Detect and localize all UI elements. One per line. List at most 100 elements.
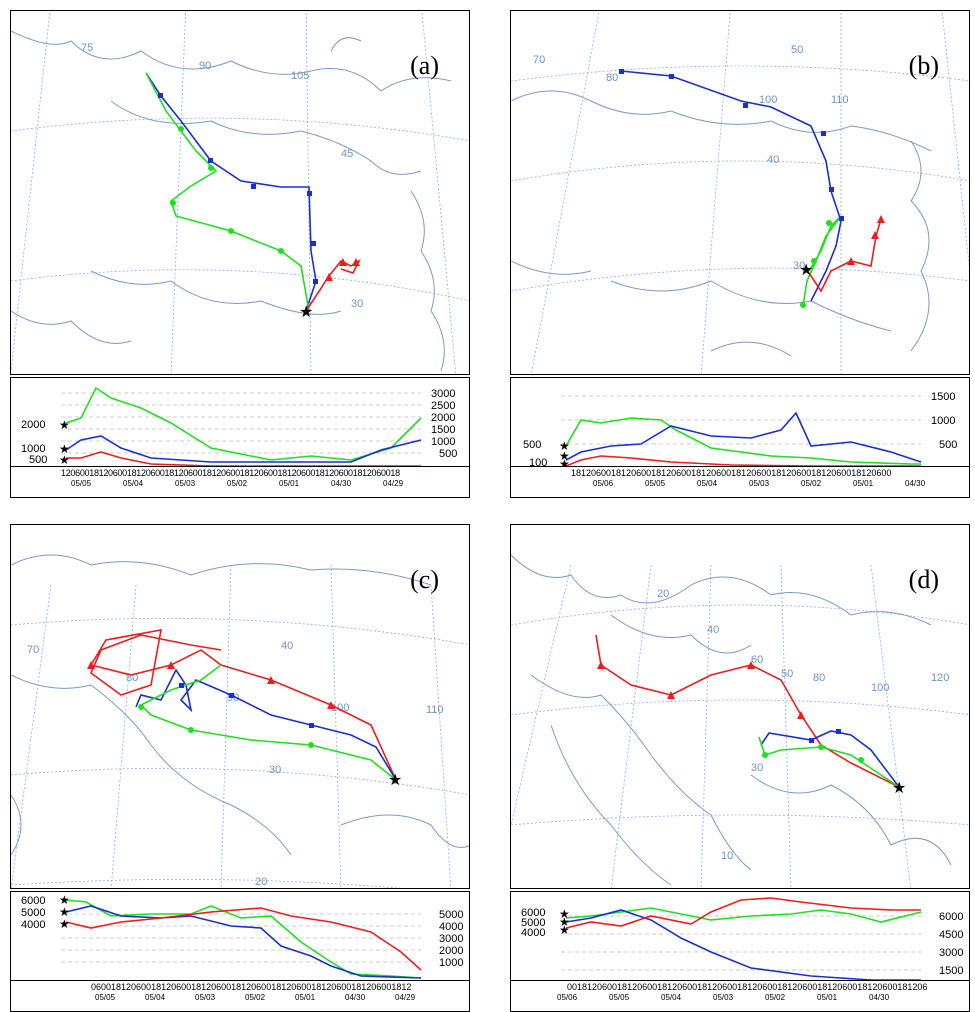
map-svg-c: 40 70 80 90 100 110 30 20 ★ xyxy=(11,554,469,888)
height-label: 1000 xyxy=(431,436,455,448)
svg-text:★: ★ xyxy=(559,907,570,921)
grid-label: 80 xyxy=(813,672,825,684)
trajectory-map-b: 70 80 50 100 110 40 30 ★ (b) xyxy=(510,10,970,375)
star-icon: ★ xyxy=(59,453,70,467)
height-label: 1000 xyxy=(439,957,463,969)
height-label: 1500 xyxy=(931,391,955,403)
trajectory-map-d: 20 40 60 50 80 100 120 30 10 ★ (d) xyxy=(510,524,970,889)
svg-text:★: ★ xyxy=(59,917,70,931)
height-label: 5000 xyxy=(439,909,463,921)
height-profile-d: ★ ★ ★ 6000 5000 4000 6000 4500 3000 1500 xyxy=(510,891,970,981)
grid-label: 20 xyxy=(657,588,669,600)
date-tick: 05/02 xyxy=(227,479,248,488)
time-axis-a: 1206001812060018120600181206001812060018… xyxy=(10,467,470,498)
time-ticks: 1206001812060018120600181206001812060018… xyxy=(61,468,400,478)
date-tick: 04/30 xyxy=(869,993,890,1002)
grid-label: 10 xyxy=(721,850,733,862)
star-icon: ★ xyxy=(799,262,813,279)
star-icon: ★ xyxy=(59,418,70,432)
time-ticks: 0018120600181206001812060018120600181206… xyxy=(567,982,928,992)
height-label: 500 xyxy=(523,439,541,451)
svg-text:★: ★ xyxy=(559,449,570,463)
panel-label: (d) xyxy=(908,565,939,594)
date-tick: 05/04 xyxy=(697,479,718,488)
grid-label: 120 xyxy=(931,672,949,684)
height-label: 3000 xyxy=(939,947,963,959)
star-icon: ★ xyxy=(299,304,313,321)
height-label: 1500 xyxy=(939,965,963,977)
svg-text:★: ★ xyxy=(559,923,570,937)
height-label: 4000 xyxy=(21,919,45,931)
date-tick: 05/01 xyxy=(279,479,300,488)
grid-label: 105 xyxy=(291,70,309,82)
star-icon: ★ xyxy=(388,772,402,789)
date-tick: 05/04 xyxy=(123,479,144,488)
height-label: 1500 xyxy=(431,424,455,436)
height-profile-a: ★ ★ ★ 2000 1000 500 3000 2500 2000 1500 … xyxy=(10,377,470,467)
height-label: 100 xyxy=(529,457,547,467)
date-tick: 05/02 xyxy=(801,479,822,488)
height-svg-a: ★ ★ ★ 2000 1000 500 3000 2500 2000 1500 … xyxy=(21,386,457,467)
height-label: 6000 xyxy=(939,911,963,923)
grid-label: 50 xyxy=(781,668,793,680)
grid-label: 45 xyxy=(341,148,353,160)
date-tick: 05/01 xyxy=(817,993,838,1002)
panel-c: 40 70 80 90 100 110 30 20 ★ (c) ★ xyxy=(10,524,470,1012)
panel-a: 75 90 105 45 30 ★ (a) ★ ★ ★ 2000 xyxy=(10,10,470,498)
panel-label: (b) xyxy=(908,51,939,80)
height-label: 1000 xyxy=(21,443,45,455)
panel-label: (c) xyxy=(410,565,439,594)
height-label: 4500 xyxy=(939,929,963,941)
date-tick: 04/29 xyxy=(383,479,404,488)
date-tick: 04/30 xyxy=(905,479,926,488)
trajectory-red-a xyxy=(305,258,361,312)
time-axis-b: 1812060018120600181206001812060018120600… xyxy=(510,467,970,498)
height-label: 500 xyxy=(939,439,957,451)
map-svg-a: 75 90 105 45 30 ★ xyxy=(11,11,469,374)
height-label: 500 xyxy=(29,454,47,466)
height-profile-c: ★ ★ ★ 6000 5000 4000 5000 4000 3000 2000… xyxy=(10,891,470,981)
date-tick: 05/02 xyxy=(245,993,266,1002)
time-axis-c: 0600181206001812060018120600181206001812… xyxy=(10,981,470,1012)
date-tick: 05/03 xyxy=(195,993,216,1002)
date-tick: 05/02 xyxy=(765,993,786,1002)
grid-label: 75 xyxy=(81,42,93,54)
height-label: 2000 xyxy=(439,945,463,957)
date-tick: 04/29 xyxy=(395,993,416,1002)
date-tick: 05/03 xyxy=(749,479,770,488)
panel-b: 70 80 50 100 110 40 30 ★ (b) ★ ★ ★ xyxy=(510,10,970,498)
grid-label: 80 xyxy=(606,72,618,84)
time-ticks: 0600181206001812060018120600181206001812… xyxy=(91,982,412,992)
svg-text:★: ★ xyxy=(59,893,70,907)
time-axis-d: 0018120600181206001812060018120600181206… xyxy=(510,981,970,1012)
height-label: 5000 xyxy=(21,907,45,919)
height-label: 6000 xyxy=(521,907,545,919)
grid-label: 50 xyxy=(791,44,803,56)
map-svg-b: 70 80 50 100 110 40 30 ★ xyxy=(511,11,969,374)
trajectory-map-a: 75 90 105 45 30 ★ (a) xyxy=(10,10,470,375)
panel-label: (a) xyxy=(410,51,439,80)
grid-label: 20 xyxy=(255,876,267,888)
grid-label: 100 xyxy=(871,682,889,694)
svg-text:★: ★ xyxy=(559,457,570,467)
svg-text:★: ★ xyxy=(559,439,570,453)
date-tick: 05/01 xyxy=(295,993,316,1002)
date-tick: 05/05 xyxy=(609,993,630,1002)
grid-label: 110 xyxy=(426,704,444,716)
svg-text:★: ★ xyxy=(59,905,70,919)
height-label: 3000 xyxy=(431,388,455,400)
svg-text:★: ★ xyxy=(559,915,570,929)
grid-label: 70 xyxy=(533,54,545,66)
date-tick: 05/05 xyxy=(71,479,92,488)
height-label: 4000 xyxy=(521,927,545,939)
height-label: 500 xyxy=(439,448,457,460)
height-label: 6000 xyxy=(21,895,45,907)
grid-label: 70 xyxy=(27,644,39,656)
date-tick: 04/30 xyxy=(345,993,366,1002)
coastline-a xyxy=(11,30,452,372)
time-ticks: 1812060018120600181206001812060018120600… xyxy=(571,468,892,478)
date-tick: 05/04 xyxy=(661,993,682,1002)
grid-label: 30 xyxy=(269,764,281,776)
grid-label: 40 xyxy=(767,154,779,166)
grid-label: 100 xyxy=(759,94,777,106)
